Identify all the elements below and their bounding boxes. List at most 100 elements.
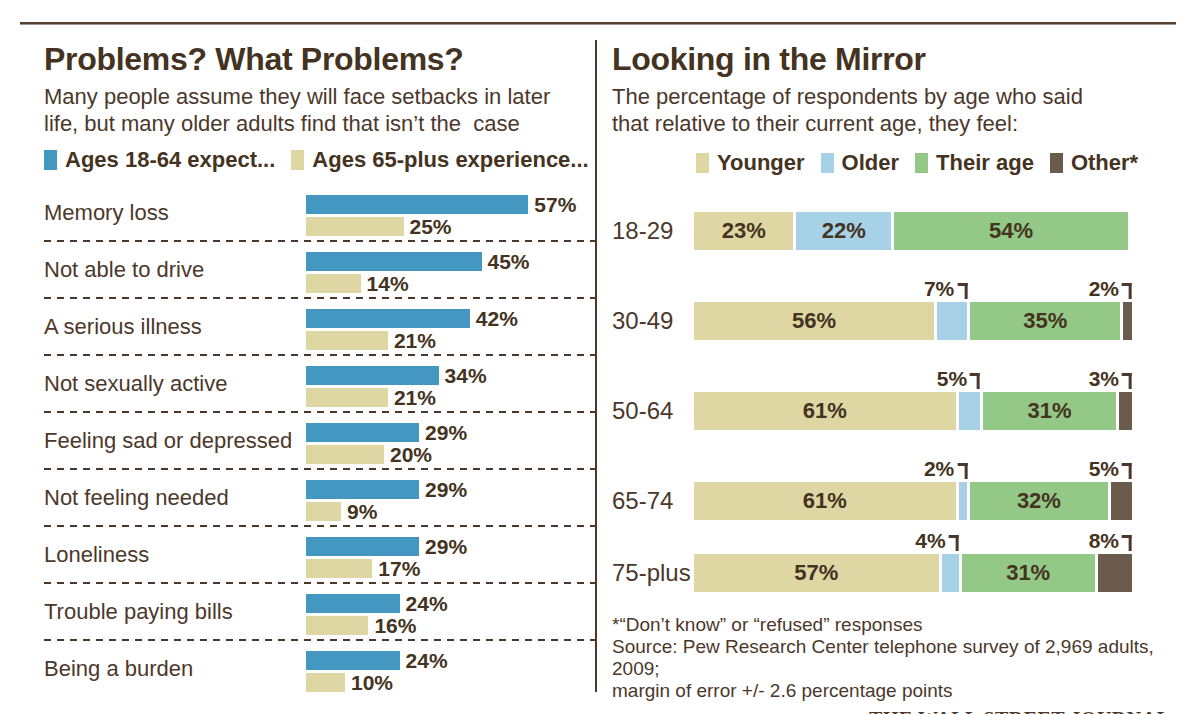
bar-value: 24% — [406, 592, 448, 616]
bar-group: 24%10% — [306, 641, 448, 696]
category-label: Feeling sad or depressed — [44, 413, 306, 468]
age-label: 75-plus — [612, 559, 694, 587]
bar-value: 20% — [390, 443, 432, 467]
bar-value: 17% — [378, 557, 420, 581]
bar-group: 34%21% — [306, 356, 487, 411]
callout-elbow-icon — [957, 463, 967, 479]
segment-value: 56% — [792, 308, 836, 334]
segment-value: 32% — [1017, 488, 1061, 514]
bar-segment: 54% — [894, 212, 1127, 250]
bar-line: 25% — [306, 217, 576, 236]
callout-value: 4% — [915, 530, 945, 551]
mirror-row: 30-4956%7%35%2% — [612, 302, 1176, 340]
age-label: 65-74 — [612, 487, 694, 515]
callout-value: 3% — [1089, 368, 1119, 389]
category-label: Not able to drive — [44, 242, 306, 297]
category-label: Trouble paying bills — [44, 584, 306, 639]
bar-segment — [937, 302, 967, 340]
legend-label: Older — [842, 150, 899, 176]
bar — [306, 252, 482, 271]
bar-value: 21% — [394, 329, 436, 353]
footnote: *“Don’t know” or “refused” responses — [612, 614, 1176, 636]
problems-legend: Ages 18-64 expect...Ages 65-plus experie… — [44, 147, 595, 173]
bar-value: 14% — [367, 272, 409, 296]
callout-elbow-icon — [949, 535, 959, 551]
legend-swatch — [696, 153, 709, 173]
bar — [306, 559, 372, 578]
legend-item: Other* — [1050, 150, 1138, 176]
segment-value: 31% — [1006, 560, 1050, 586]
bar-segment: 61% — [694, 482, 956, 520]
legend-swatch — [1050, 153, 1063, 173]
bar-line: 29% — [306, 480, 467, 499]
bar-line: 14% — [306, 274, 530, 293]
problems-row: Feeling sad or depressed29%20% — [44, 413, 595, 468]
callout-value: 2% — [1089, 278, 1119, 299]
bar-line: 45% — [306, 252, 530, 271]
callout-elbow-icon — [1122, 373, 1132, 389]
bar — [306, 594, 400, 613]
callout: 2% — [1089, 278, 1132, 299]
bar-segment: 61% — [694, 392, 956, 430]
legend-label: Younger — [717, 150, 805, 176]
bar-value: 25% — [410, 215, 452, 239]
bar — [306, 309, 470, 328]
mirror-title: Looking in the Mirror — [612, 42, 1176, 76]
bar-value: 16% — [374, 614, 416, 638]
callout: 3% — [1089, 368, 1132, 389]
callout-value: 8% — [1089, 530, 1119, 551]
segment-value: 23% — [722, 218, 766, 244]
bar-segment — [1098, 554, 1132, 592]
legend-label: Ages 18-64 expect... — [65, 147, 275, 173]
bar-value: 29% — [425, 535, 467, 559]
problems-row: Trouble paying bills24%16% — [44, 584, 595, 639]
bar — [306, 502, 341, 521]
stacked-bar: 57%4%31%8% — [694, 554, 1132, 592]
bar-segment: 31% — [983, 392, 1116, 430]
callout-elbow-icon — [970, 373, 980, 389]
problems-row: Loneliness 29%17% — [44, 527, 595, 582]
category-label: Being a burden — [44, 641, 306, 696]
segment-value: 22% — [822, 218, 866, 244]
bar — [306, 480, 419, 499]
bar-line: 9% — [306, 502, 467, 521]
problems-row: Not able to drive 45% 14% — [44, 242, 595, 297]
callout-value: 5% — [937, 368, 967, 389]
age-label: 30-49 — [612, 307, 694, 335]
bar — [306, 616, 368, 635]
segment-value: 31% — [1028, 398, 1072, 424]
bar-value: 45% — [488, 250, 530, 274]
bar — [306, 651, 400, 670]
bar-value: 42% — [476, 307, 518, 331]
bar-segment: 22% — [796, 212, 891, 250]
callout-elbow-icon — [1122, 463, 1132, 479]
category-label: A serious illness — [44, 299, 306, 354]
category-label: Loneliness — [44, 527, 306, 582]
problems-row: Not sexually active34%21% — [44, 356, 595, 411]
columns: Problems? What Problems? Many people ass… — [0, 0, 1196, 714]
callout-value: 5% — [1089, 458, 1119, 479]
segment-value: 61% — [803, 398, 847, 424]
bar-value: 9% — [347, 500, 377, 524]
segment-value: 61% — [803, 488, 847, 514]
legend-swatch — [44, 150, 57, 170]
legend-item: Older — [821, 150, 899, 176]
problems-row: A serious illness 42% 21% — [44, 299, 595, 354]
legend-swatch — [915, 153, 928, 173]
mirror-rows: 18-2923%22%54%30-4956%7%35%2%50-6461%5%3… — [612, 212, 1176, 592]
segment-value: 54% — [989, 218, 1033, 244]
mirror-legend: YoungerOlderTheir ageOther* — [696, 150, 1176, 176]
category-label: Not sexually active — [44, 356, 306, 411]
top-rule — [20, 22, 1176, 25]
callout: 7% — [924, 278, 967, 299]
bar-segment — [959, 482, 968, 520]
bar-line: 29% — [306, 537, 467, 556]
bar-segment — [1123, 302, 1132, 340]
bar-segment: 57% — [694, 554, 939, 592]
bar-group: 57%25% — [306, 185, 576, 240]
source-line: Source: Pew Research Center telephone su… — [612, 636, 1176, 702]
legend-swatch — [821, 153, 834, 173]
category-label: Memory loss — [44, 185, 306, 240]
bar-group: 29%9% — [306, 470, 467, 525]
bar-group: 24%16% — [306, 584, 448, 639]
